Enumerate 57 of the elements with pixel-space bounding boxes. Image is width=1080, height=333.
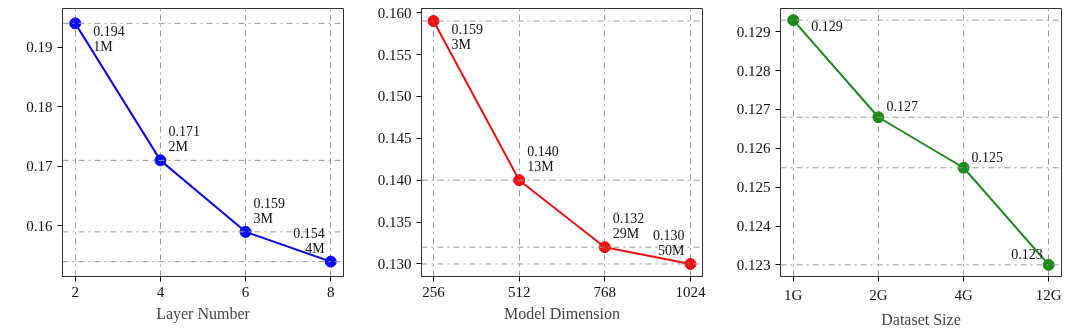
x-tick-label: 4: [156, 283, 165, 300]
point: [513, 174, 526, 187]
y-tick-label: 0.124: [736, 218, 771, 235]
point: [427, 15, 440, 28]
point: [1042, 258, 1055, 271]
y-tick-label: 0.126: [736, 140, 771, 157]
x-axis-title: Layer Number: [156, 304, 251, 323]
data-label: 0.125: [971, 149, 1004, 165]
x-axis-title: Model Dimension: [504, 304, 620, 322]
point: [872, 111, 885, 124]
y-tick-label: 0.140: [377, 172, 412, 189]
y-tick-label: 0.145: [377, 130, 412, 147]
data-label: 0.159 3M: [451, 22, 484, 53]
y-tick-label: 0.160: [377, 4, 412, 21]
data-label: 0.159 3M: [253, 195, 286, 226]
y-tick-label: 0.130: [377, 255, 412, 272]
x-tick-label: 256: [422, 283, 446, 300]
x-tick-label: 2: [71, 283, 80, 300]
data-label: 0.171 2M: [168, 124, 200, 155]
point: [957, 161, 970, 174]
y-tick-label: 0.17: [26, 158, 53, 175]
x-tick-label: 1024: [675, 283, 706, 300]
x-tick-label: 1G: [784, 286, 803, 303]
x-tick-label: 768: [593, 283, 617, 300]
data-label: 0.154 4M: [293, 225, 326, 256]
y-tick-label: 0.16: [26, 217, 53, 234]
x-tick-label: 2G: [869, 286, 888, 303]
y-tick-label: 0.18: [26, 98, 53, 115]
y-tick-label: 0.19: [26, 39, 53, 56]
data-label: 0.127: [886, 99, 918, 115]
y-tick-label: 0.129: [736, 23, 771, 40]
y-tick-label: 0.150: [377, 88, 412, 105]
y-tick-label: 0.127: [736, 101, 771, 118]
data-label: 0.132 29M: [612, 211, 645, 242]
y-tick-label: 0.135: [377, 214, 412, 231]
point: [787, 14, 800, 27]
x-axis-title: Dataset Size: [881, 310, 961, 328]
data-label: 0.140 13M: [527, 144, 559, 175]
point: [598, 241, 611, 254]
point: [69, 17, 82, 30]
data-label: 0.123: [1011, 246, 1043, 262]
x-tick-label: 4G: [954, 286, 973, 303]
data-label: 0.194 1M: [93, 24, 125, 55]
y-tick-label: 0.155: [377, 46, 412, 63]
point: [154, 154, 167, 167]
point: [239, 225, 252, 238]
point: [684, 257, 697, 270]
x-tick-label: 8: [326, 283, 335, 300]
y-tick-label: 0.128: [736, 62, 771, 79]
y-tick-label: 0.125: [736, 179, 771, 196]
data-label: 0.130 50M: [652, 227, 686, 258]
x-tick-label: 6: [241, 283, 250, 300]
point: [324, 255, 337, 268]
data-label: 0.129: [811, 19, 843, 35]
x-tick-label: 512: [507, 283, 531, 300]
y-tick-label: 0.123: [736, 256, 771, 273]
x-tick-label: 12G: [1035, 286, 1062, 303]
